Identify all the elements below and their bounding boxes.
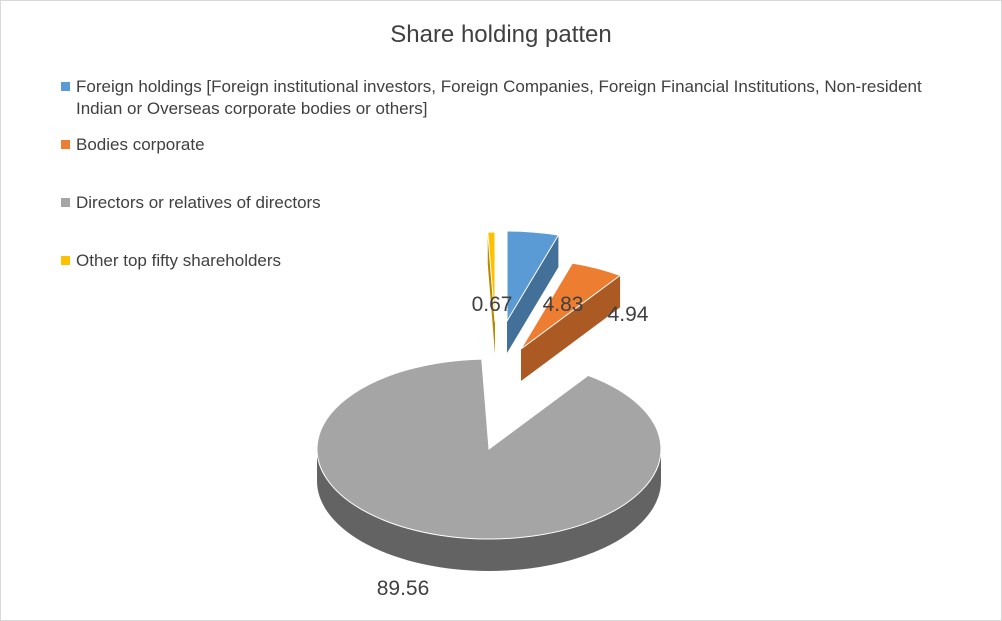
data-label: 4.83: [543, 293, 584, 316]
pie-slice: [506, 230, 560, 353]
legend-item-other-top-fifty: Other top fifty shareholders: [61, 250, 961, 272]
chart-legend: Foreign holdings [Foreign institutional …: [61, 76, 961, 272]
legend-swatch: [61, 140, 70, 149]
legend-item-bodies-corporate: Bodies corporate: [61, 134, 961, 156]
legend-item-directors: Directors or relatives of directors: [61, 192, 961, 214]
legend-label: Bodies corporate: [76, 135, 205, 154]
pie-slice: [487, 231, 496, 354]
pie-slice: [520, 262, 622, 381]
legend-swatch: [61, 198, 70, 207]
legend-item-foreign-holdings: Foreign holdings [Foreign institutional …: [61, 76, 961, 120]
legend-label: Other top fifty shareholders: [76, 251, 282, 270]
data-label: 89.56: [377, 577, 430, 600]
chart-title: Share holding patten: [390, 21, 612, 48]
legend-label: Foreign holdings [Foreign institutional …: [76, 77, 922, 118]
data-label: 4.94: [608, 303, 649, 326]
legend-swatch: [61, 82, 70, 91]
pie-slice: [316, 358, 662, 571]
data-label: 0.67: [472, 293, 513, 316]
legend-label: Directors or relatives of directors: [76, 193, 321, 212]
legend-swatch: [61, 256, 70, 265]
